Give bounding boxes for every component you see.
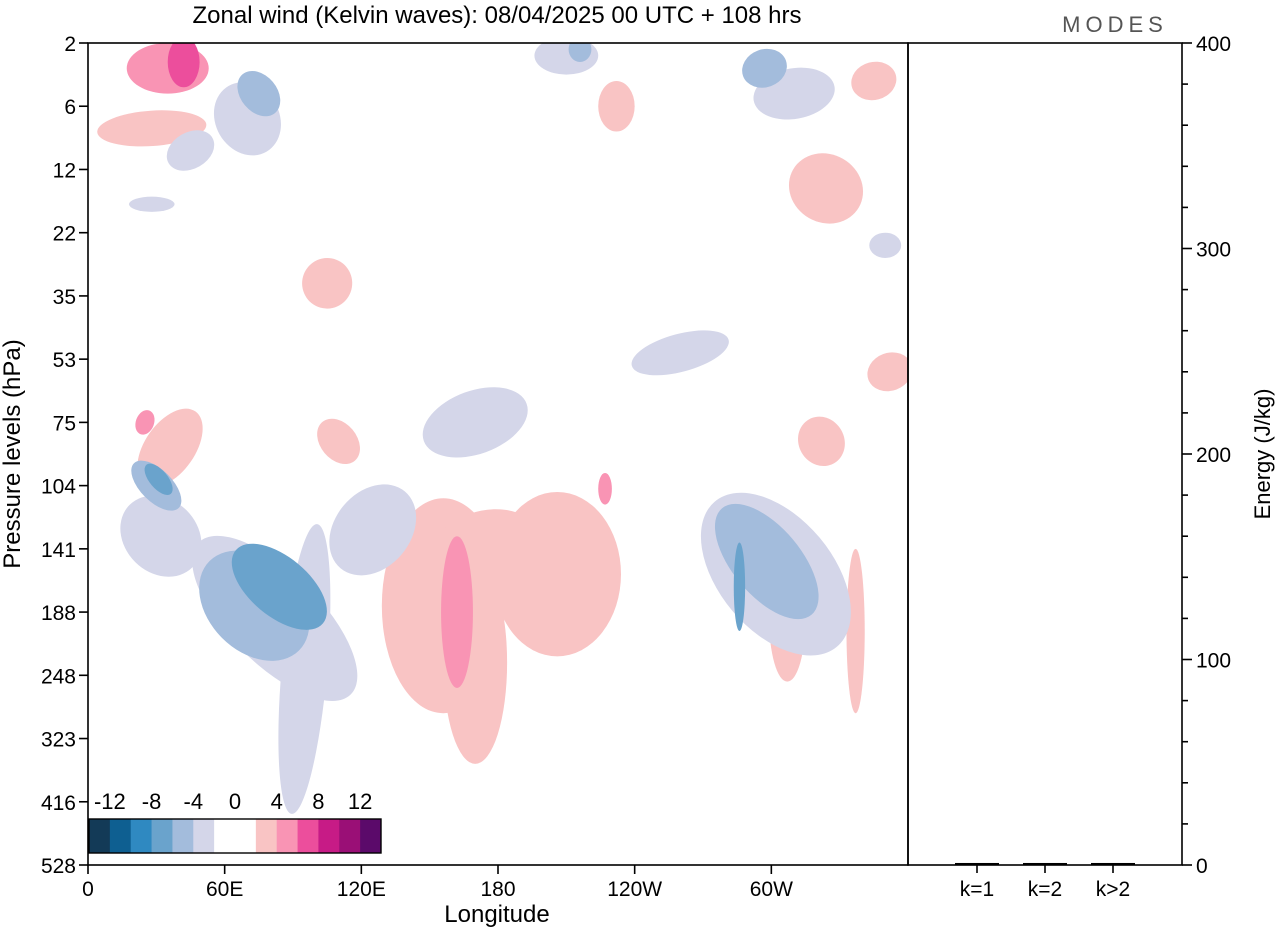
energy-tick-label: 400	[1196, 33, 1231, 56]
y-tick-label: 416	[41, 792, 76, 815]
colorbar-swatch	[109, 819, 132, 853]
colorbar: -12 -8 -4 0 4 8 12	[88, 789, 382, 854]
contour-region	[441, 536, 473, 688]
contour-region	[714, 503, 819, 620]
contour-region	[798, 416, 845, 467]
colorbar-swatch	[255, 819, 278, 853]
y-tick-label: 104	[41, 476, 76, 499]
colorbar-swatch	[89, 819, 111, 853]
x-tick-label: 60W	[750, 878, 793, 901]
y-tick-label: 528	[41, 855, 76, 878]
y-tick-label: 12	[53, 159, 76, 182]
colorbar-swatch	[130, 819, 152, 853]
contour-region	[166, 130, 215, 171]
energy-bar	[1091, 862, 1135, 865]
colorbar-label: 4	[271, 789, 283, 814]
colorbar-swatch	[193, 819, 215, 853]
colorbar-swatch	[172, 819, 194, 853]
x-tick-label: 0	[82, 878, 94, 901]
contour-region	[120, 495, 202, 577]
contour-region	[788, 153, 864, 224]
contour-region	[237, 70, 281, 117]
modes-logo: MODES	[1062, 12, 1168, 37]
contour-region	[329, 484, 417, 576]
energy-bar	[1023, 862, 1067, 865]
energy-bar-label: k=1	[960, 878, 994, 901]
contour-region	[568, 43, 592, 62]
colorbar-swatch	[339, 819, 361, 853]
colorbar-swatch	[214, 819, 236, 853]
energy-bar	[955, 862, 999, 865]
y-tick-label: 323	[41, 729, 76, 752]
y-tick-label: 22	[53, 223, 76, 246]
colorbar-swatch	[318, 819, 340, 853]
colorbar-label: -12	[94, 789, 126, 814]
main-plot-frame	[87, 42, 909, 866]
colorbar-label: -8	[142, 789, 162, 814]
energy-tick-label: 300	[1196, 239, 1231, 262]
contour-region	[422, 387, 528, 458]
contour-region	[851, 61, 897, 101]
y-tick-label: 2	[64, 33, 76, 56]
x-axis-label: Longitude	[444, 901, 549, 928]
contour-region	[231, 543, 327, 630]
contour-region	[317, 418, 360, 464]
contour-region	[302, 257, 353, 309]
chart-title: Zonal wind (Kelvin waves): 08/04/2025 00…	[193, 2, 802, 29]
energy-bar-label: k>2	[1096, 878, 1130, 901]
contour-region	[144, 463, 173, 495]
contour-region	[598, 80, 635, 132]
y-tick-label: 35	[53, 286, 76, 309]
colorbar-swatch	[235, 819, 257, 853]
y-axis-label: Pressure levels (hPa)	[0, 339, 26, 568]
contour-region	[733, 542, 746, 632]
colorbar-label: -4	[184, 789, 204, 814]
x-tick-label: 180	[480, 878, 515, 901]
y-tick-label: 141	[41, 539, 76, 562]
colorbar-swatch	[276, 819, 298, 853]
x-tick-label: 120E	[337, 878, 386, 901]
y-tick-label: 188	[41, 602, 76, 625]
energy-plot-frame	[907, 42, 1183, 866]
contour-region	[598, 472, 612, 505]
contour-region	[869, 232, 902, 258]
colorbar-label: 8	[312, 789, 324, 814]
contour-region	[742, 48, 787, 88]
x-tick-label: 60E	[206, 878, 243, 901]
contour-region	[129, 196, 175, 212]
y-tick-label: 53	[53, 349, 76, 372]
energy-tick-label: 200	[1196, 444, 1231, 467]
colorbar-frame	[88, 818, 382, 854]
x-tick-label: 120W	[607, 878, 662, 901]
energy-tick-label: 100	[1196, 650, 1231, 673]
energy-bar-label: k=2	[1028, 878, 1062, 901]
colorbar-swatch	[151, 819, 173, 853]
colorbar-label: 12	[348, 789, 372, 814]
colorbar-label: 0	[229, 789, 241, 814]
energy-axis-label: Energy (J/kg)	[1250, 389, 1275, 520]
contour-field	[97, 43, 908, 814]
energy-tick-label: 0	[1196, 855, 1208, 878]
contour-region	[867, 352, 908, 392]
contour-region	[493, 491, 621, 657]
y-tick-label: 248	[41, 665, 76, 688]
y-tick-label: 6	[64, 96, 76, 119]
contour-region	[846, 548, 865, 714]
y-tick-label: 75	[53, 412, 76, 435]
contour-region	[167, 43, 200, 88]
colorbar-swatch	[360, 819, 382, 853]
contour-region	[135, 410, 155, 435]
energy-bars: k=1 k=2 k>2	[955, 862, 1135, 901]
colorbar-swatch	[297, 819, 319, 853]
contour-region	[631, 330, 729, 376]
